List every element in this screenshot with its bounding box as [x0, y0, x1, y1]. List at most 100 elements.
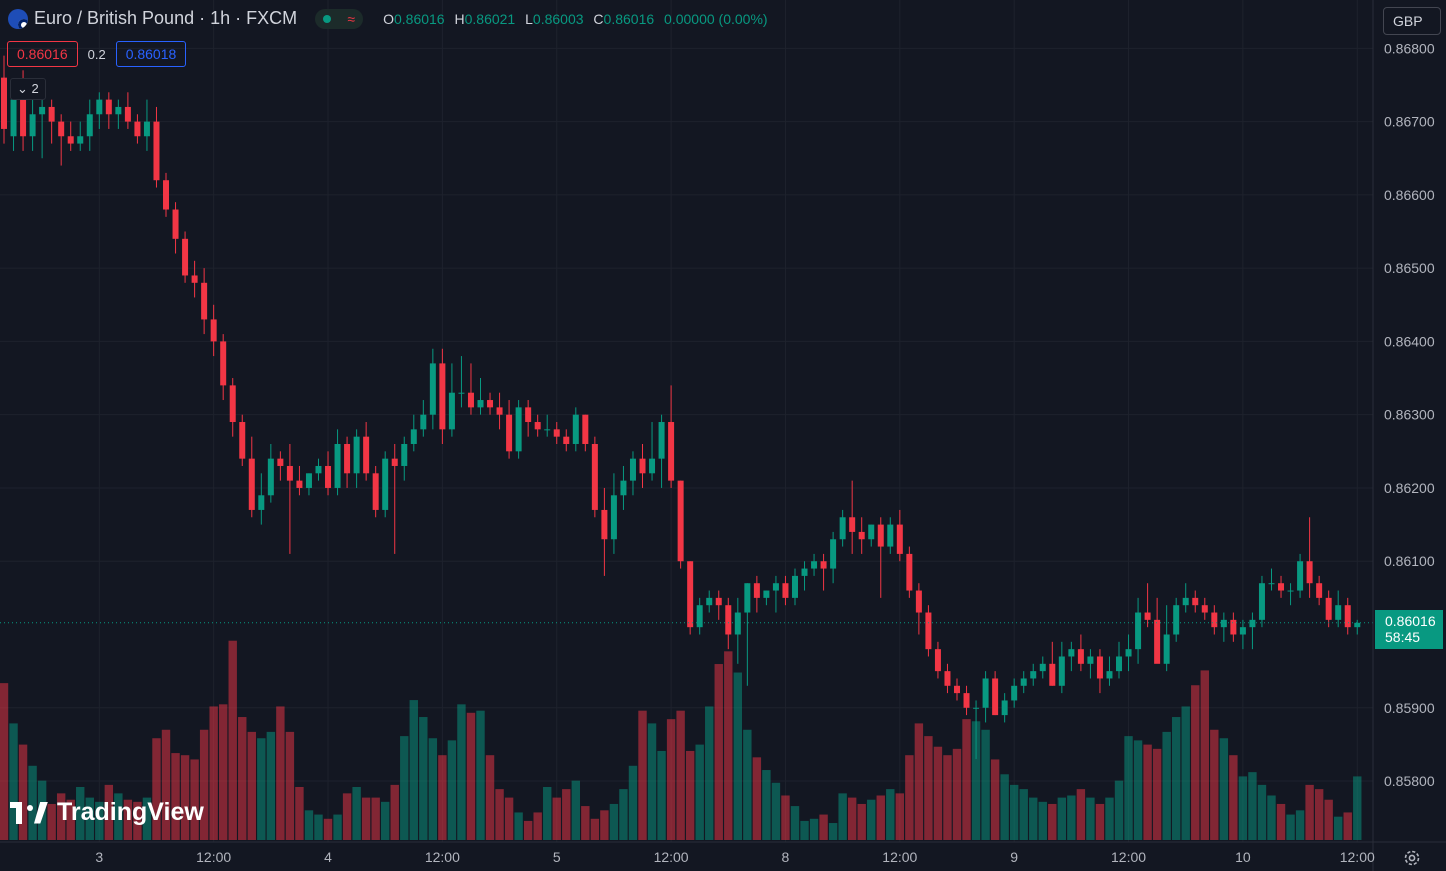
volume-bar: [56, 793, 66, 840]
candle: [1049, 641, 1056, 686]
ohlc-high-value: 0.86021: [464, 10, 516, 27]
candle: [772, 575, 779, 613]
candle-body: [668, 422, 675, 481]
price-axis[interactable]: 0.86800 0.86700 0.86600 0.86500 0.86400 0.863…: [1384, 40, 1435, 789]
volume-bar: [1086, 797, 1095, 840]
price-change: 0.00000 (0.00%): [664, 10, 768, 27]
price-tick-label: 0.86500: [1384, 260, 1435, 276]
candle-body: [382, 458, 389, 510]
candle: [182, 231, 189, 283]
volume-bar: [190, 759, 199, 840]
volume-bar: [0, 683, 9, 840]
indicators-collapse-button[interactable]: ⌄ 2: [10, 78, 46, 100]
candle-body: [391, 458, 398, 466]
buy-button[interactable]: 0.86018: [115, 41, 187, 67]
time-axis[interactable]: 3 12:00 4 12:00 5 12:00 8 12:00 9 12:00 10 12:00: [95, 849, 1375, 865]
candle: [963, 685, 970, 716]
volume-bar: [28, 765, 37, 840]
volume-bar: [104, 784, 114, 840]
candle: [1068, 641, 1075, 672]
candle-body: [887, 524, 894, 547]
candle-body: [687, 561, 694, 628]
symbol-title[interactable]: Euro / British Pound · 1h · FXCM: [34, 8, 298, 28]
candle-body: [877, 524, 884, 547]
candle-body: [1268, 583, 1275, 585]
volume-bar: [485, 755, 495, 840]
candle-body: [1211, 612, 1218, 628]
candle-body: [277, 458, 284, 466]
ohlc-low-label: L: [525, 10, 533, 27]
candle-body: [315, 465, 322, 474]
volume-bar: [1171, 717, 1181, 840]
volume-bar: [419, 717, 428, 840]
volume-bar: [447, 740, 457, 840]
sell-button[interactable]: 0.86016: [7, 41, 78, 67]
volume-bar: [628, 765, 638, 840]
candle: [1030, 663, 1037, 686]
volume-bar: [781, 795, 790, 840]
tradingview-mark-icon: [10, 801, 50, 824]
time-tick-label: 10: [1235, 849, 1251, 865]
candle: [582, 414, 589, 452]
candle: [124, 92, 131, 129]
candle-body: [973, 707, 980, 709]
volume-bar: [705, 706, 714, 840]
volume-bar: [95, 801, 104, 840]
candle-body: [1001, 700, 1008, 716]
volume-bar: [695, 744, 704, 840]
candle: [782, 575, 789, 606]
candle-body: [934, 649, 941, 672]
candle: [382, 451, 389, 518]
candle: [1, 55, 7, 144]
currency-button[interactable]: GBP: [1383, 7, 1441, 35]
market-open-dot-icon: [323, 14, 332, 23]
ohlc-high-label: H: [454, 10, 465, 27]
candle: [410, 414, 417, 452]
volume-bar: [552, 797, 561, 840]
volume-bar: [952, 748, 962, 840]
volume-bar: [523, 820, 533, 840]
candle: [201, 268, 208, 335]
candle-body: [1039, 663, 1046, 672]
candle-body: [982, 678, 989, 708]
candle-body: [420, 414, 427, 430]
tradingview-logo[interactable]: TradingView: [10, 798, 204, 827]
volume-bar: [1143, 744, 1152, 840]
volume-bar: [1114, 780, 1124, 840]
candle: [1344, 597, 1351, 635]
candle: [1058, 641, 1065, 694]
candle-body: [305, 473, 312, 488]
candle-body: [1316, 583, 1323, 598]
candle-body: [163, 180, 170, 210]
settings-gear-icon[interactable]: [1402, 848, 1422, 868]
candle: [248, 436, 255, 518]
volume-bar: [533, 812, 542, 840]
candle: [420, 400, 427, 437]
candle-body: [791, 575, 798, 598]
volume-bar: [1229, 755, 1238, 840]
volume-bar: [428, 738, 438, 840]
candle-body: [801, 568, 808, 576]
ohlc-close-label: C: [593, 10, 604, 27]
candle-body: [48, 106, 55, 122]
volume-bar: [333, 814, 342, 840]
volume-bar: [390, 784, 399, 840]
candle: [858, 517, 865, 554]
data-delay-icon: ≈: [347, 10, 356, 27]
volume-bar: [619, 789, 628, 840]
candle-body: [1049, 663, 1056, 686]
volume-bar: [371, 797, 380, 840]
volume-bars: [0, 640, 1362, 840]
candle: [77, 121, 84, 151]
candle-body: [1192, 597, 1199, 606]
market-status[interactable]: ≈: [315, 8, 364, 29]
candle-body: [1144, 612, 1151, 620]
candle: [1258, 575, 1265, 628]
candle-body: [782, 583, 789, 598]
candle: [39, 92, 46, 159]
spread-value: 0.2: [87, 46, 106, 62]
candle: [696, 597, 703, 635]
price-tick-label: 0.86700: [1384, 114, 1435, 130]
candle: [10, 92, 17, 151]
